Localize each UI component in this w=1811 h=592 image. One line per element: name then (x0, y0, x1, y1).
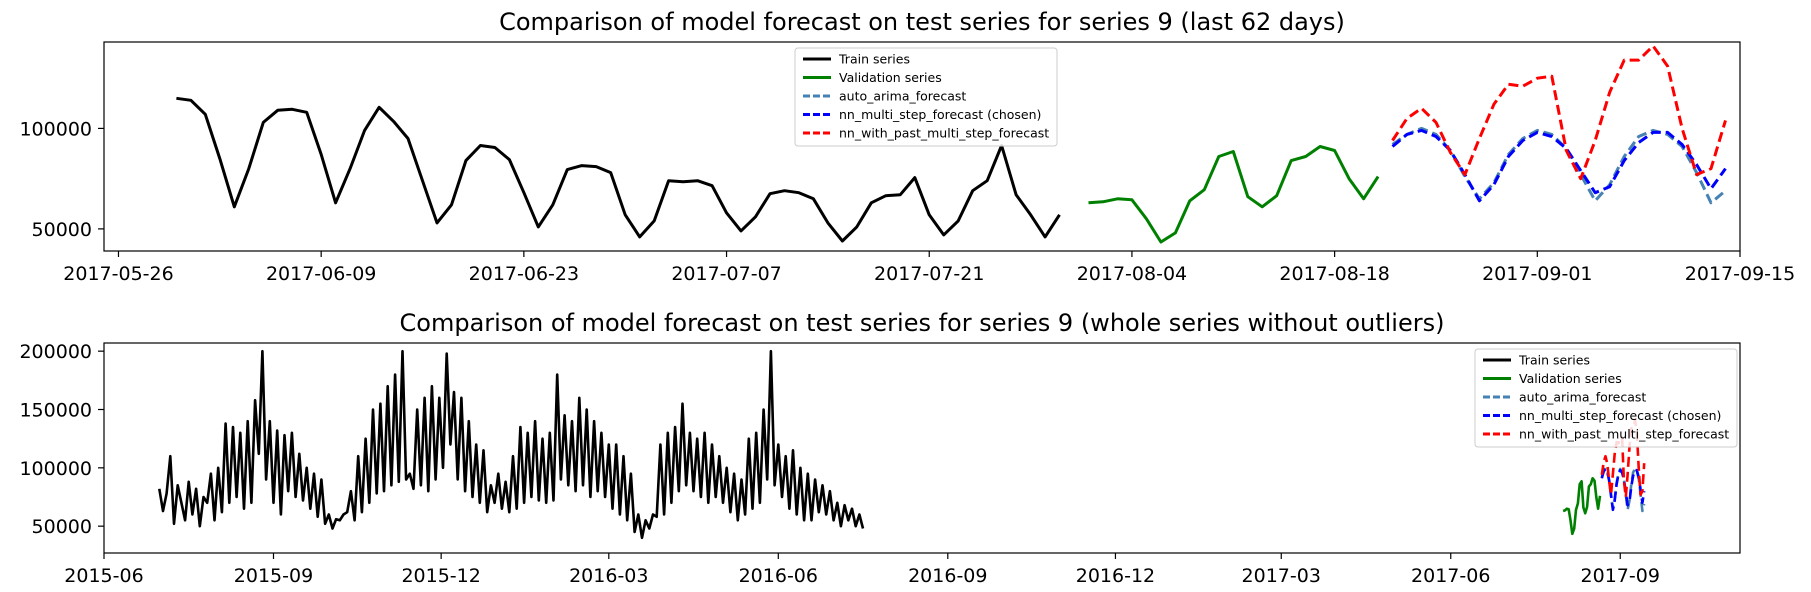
x-tick-label: 2016-12 (1076, 565, 1155, 587)
series-line-train-series (176, 96, 1061, 243)
x-tick-label: 2017-06-09 (266, 263, 376, 285)
x-tick-label: 2017-06 (1411, 565, 1490, 587)
y-tick-label: 50000 (32, 219, 92, 241)
legend-label-nn-multi-step-forecast-chosen: nn_multi_step_forecast (chosen) (839, 107, 1041, 122)
chart-panel-1: Comparison of model forecast on test ser… (19, 8, 1795, 285)
series-line-validation-series (1562, 476, 1602, 536)
y-tick-label: 150000 (19, 400, 92, 422)
chart-title: Comparison of model forecast on test ser… (400, 309, 1445, 337)
x-tick-label: 2017-08-04 (1077, 263, 1187, 285)
legend-label-train-series: Train series (838, 52, 910, 67)
legend-label-validation-series: Validation series (1519, 371, 1622, 386)
legend-label-auto-arima-forecast: auto_arima_forecast (1519, 390, 1646, 405)
series-line-nn-multi-step-forecast-chosen (1391, 128, 1727, 203)
legend: Train series Validation series auto_arima_… (1474, 348, 1738, 448)
legend-label-auto-arima-forecast: auto_arima_forecast (839, 89, 966, 104)
x-tick-label: 2016-06 (739, 565, 818, 587)
legend-label-nn-with-past-multi-step-forecast: nn_with_past_multi_step_forecast (1519, 427, 1729, 442)
legend-label-validation-series: Validation series (839, 70, 942, 85)
x-tick-label: 2017-07-21 (874, 263, 984, 285)
x-tick-label: 2017-09 (1581, 565, 1660, 587)
series-line-validation-series (1088, 145, 1380, 244)
chart-title: Comparison of model forecast on test ser… (499, 8, 1345, 36)
legend-label-nn-with-past-multi-step-forecast: nn_with_past_multi_step_forecast (839, 126, 1049, 141)
x-tick-label: 2017-03 (1242, 565, 1321, 587)
y-tick-label: 100000 (19, 458, 92, 480)
plot-area-frame (103, 342, 1741, 554)
series-line-train-series (158, 349, 865, 540)
x-tick-label: 2017-07-07 (671, 263, 781, 285)
plot-area-frame (103, 41, 1741, 252)
x-tick-label: 2016-09 (908, 565, 987, 587)
y-tick-label: 200000 (19, 341, 92, 363)
series-line-nn-with-past-multi-step-forecast (1391, 44, 1727, 181)
x-tick-label: 2017-05-26 (63, 263, 173, 285)
legend-label-nn-multi-step-forecast-chosen: nn_multi_step_forecast (chosen) (1519, 408, 1721, 423)
x-tick-label: 2017-09-01 (1482, 263, 1592, 285)
x-tick-label: 2015-09 (234, 565, 313, 587)
series-line-auto-arima-forecast (1391, 126, 1727, 205)
legend-label-train-series: Train series (1518, 353, 1590, 368)
x-tick-label: 2017-09-15 (1685, 263, 1795, 285)
x-tick-label: 2015-12 (401, 565, 480, 587)
legend: Train series Validation series auto_arima_… (794, 47, 1058, 147)
y-tick-label: 100000 (19, 118, 92, 140)
chart-panel-2: Comparison of model forecast on test ser… (19, 309, 1741, 587)
series-lines (158, 349, 1646, 540)
legend-box (1474, 348, 1738, 448)
series-lines (176, 44, 1727, 244)
y-tick-label: 50000 (32, 516, 92, 538)
x-tick-label: 2015-06 (64, 565, 143, 587)
x-tick-label: 2017-06-23 (469, 263, 579, 285)
x-tick-label: 2016-03 (569, 565, 648, 587)
x-tick-label: 2017-08-18 (1279, 263, 1389, 285)
legend-box (794, 47, 1058, 147)
